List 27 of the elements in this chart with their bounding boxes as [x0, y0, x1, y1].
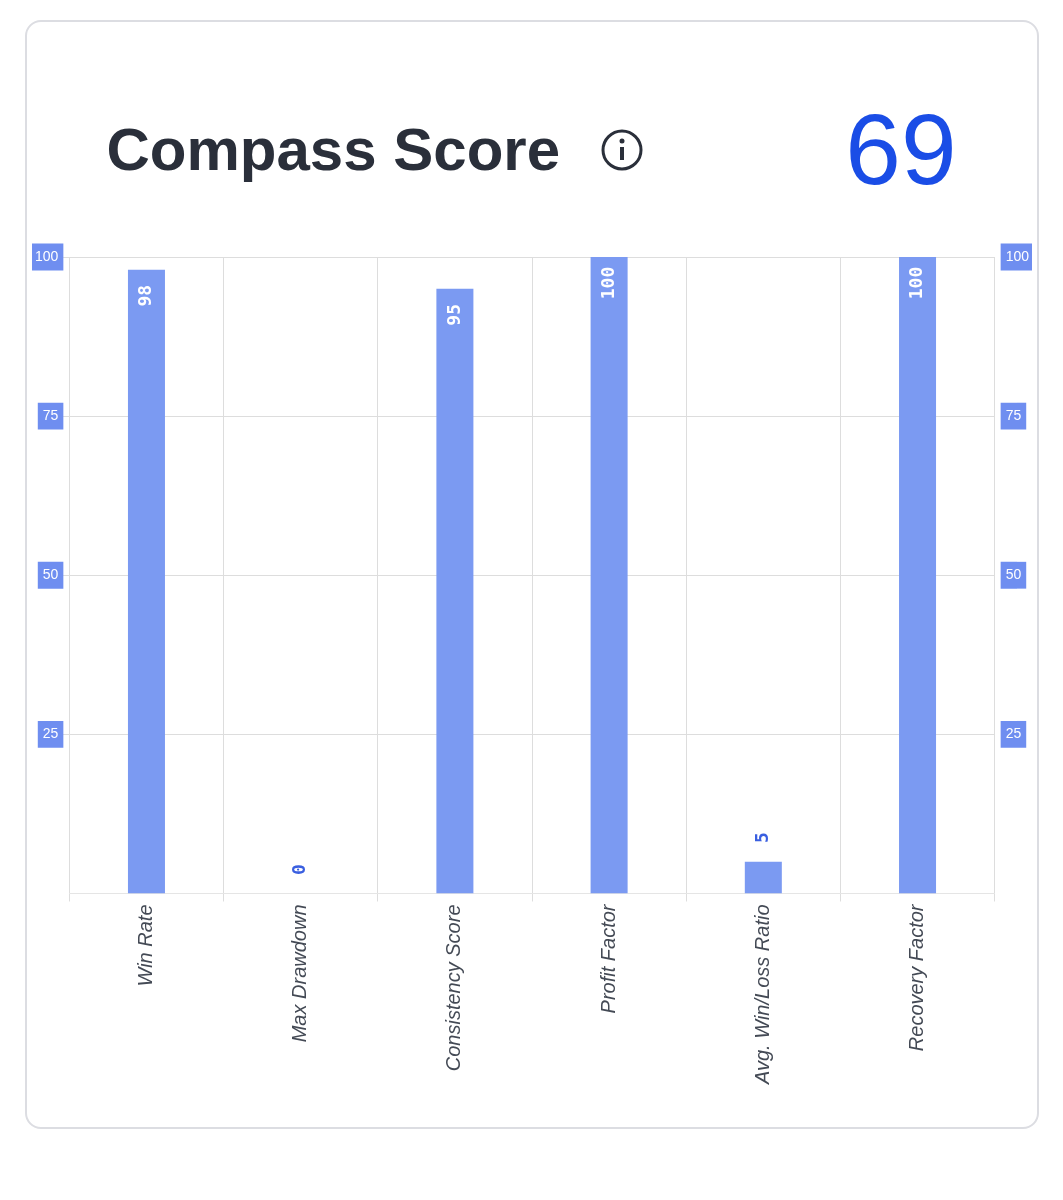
- x-tick-label: Max Drawdown: [287, 904, 310, 1043]
- data-label: 100: [596, 266, 618, 300]
- data-label: 5: [750, 832, 772, 844]
- y2-tick-label: 75: [1005, 406, 1021, 423]
- data-label: 0: [287, 864, 309, 875]
- bar: [590, 257, 628, 894]
- x-tick-label: Win Rate: [133, 904, 156, 987]
- x-tick-label: Profit Factor: [596, 903, 619, 1014]
- y2-tick-label: 50: [1005, 566, 1021, 583]
- text: 69: [845, 92, 957, 207]
- y-tick-label: 25: [42, 725, 59, 742]
- bar: [898, 257, 936, 894]
- y-tick-label: 75: [42, 406, 59, 423]
- x-tick-label: Consistency Score: [441, 904, 464, 1072]
- x-tick-label: Avg. Win/Loss Ratio: [750, 904, 773, 1085]
- bar: [744, 861, 782, 894]
- y-tick-label: 100: [34, 247, 59, 264]
- bar: [127, 269, 165, 894]
- y2-tick-label: 100: [1005, 247, 1029, 264]
- bar: [435, 288, 473, 894]
- x-tick-label: Recovery Factor: [904, 903, 927, 1052]
- y-tick-label: 50: [42, 566, 59, 583]
- y2-tick-label: 25: [1005, 725, 1021, 742]
- data-label: 95: [442, 303, 464, 326]
- data-label: 98: [133, 284, 155, 307]
- chart-title: Compass Score: [106, 115, 561, 184]
- data-label: 100: [904, 266, 926, 300]
